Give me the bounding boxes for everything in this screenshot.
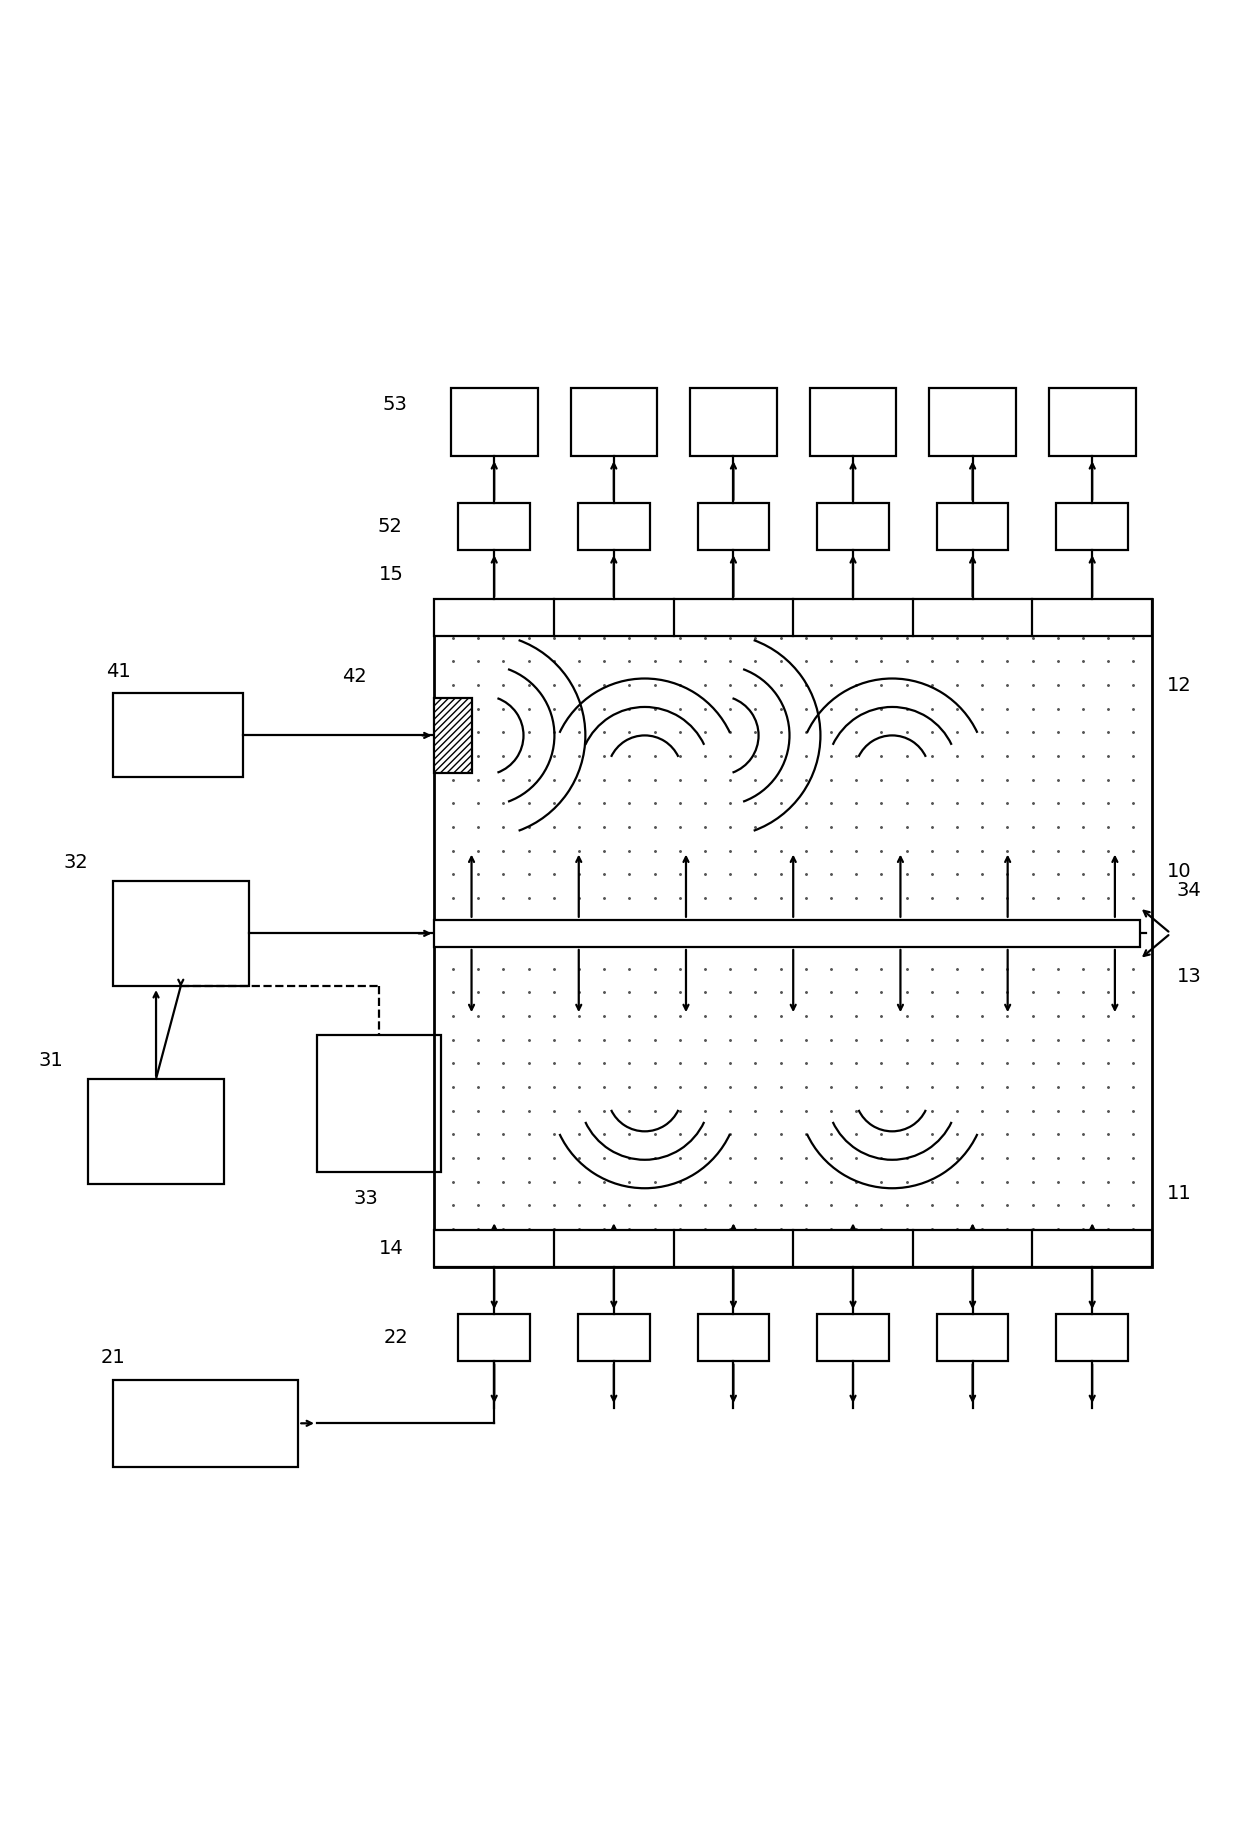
Bar: [578, 1315, 650, 1361]
Text: 15: 15: [378, 565, 403, 584]
Bar: [1056, 503, 1128, 549]
Text: 32: 32: [63, 853, 88, 871]
Bar: [451, 389, 537, 455]
Bar: [88, 1079, 224, 1184]
Bar: [317, 1035, 440, 1172]
Text: 12: 12: [1167, 676, 1192, 696]
Text: 22: 22: [384, 1328, 409, 1348]
Bar: [434, 1230, 1152, 1267]
Bar: [698, 1315, 769, 1361]
Bar: [459, 503, 529, 549]
Text: 21: 21: [100, 1348, 125, 1367]
Bar: [113, 880, 249, 985]
Bar: [1049, 389, 1136, 455]
Text: 42: 42: [342, 667, 366, 685]
Bar: [698, 503, 769, 549]
Bar: [691, 389, 776, 455]
Bar: [113, 693, 243, 777]
Bar: [459, 1315, 529, 1361]
Text: 14: 14: [378, 1240, 403, 1258]
Bar: [434, 919, 1140, 947]
Bar: [434, 698, 471, 772]
Bar: [817, 1315, 889, 1361]
Text: 41: 41: [107, 661, 131, 680]
Text: 52: 52: [378, 518, 403, 536]
Bar: [936, 1315, 1008, 1361]
Bar: [936, 503, 1008, 549]
Text: 33: 33: [353, 1190, 378, 1208]
Text: 31: 31: [38, 1050, 63, 1070]
Text: 34: 34: [1177, 880, 1202, 899]
Bar: [570, 389, 657, 455]
Text: 13: 13: [1177, 967, 1202, 985]
Text: 53: 53: [383, 396, 408, 414]
Bar: [810, 389, 897, 455]
Text: 11: 11: [1167, 1184, 1192, 1203]
Bar: [817, 503, 889, 549]
Bar: [434, 599, 1152, 1267]
Bar: [929, 389, 1016, 455]
Bar: [578, 503, 650, 549]
Bar: [113, 1380, 299, 1466]
Bar: [1056, 1315, 1128, 1361]
Text: 10: 10: [1167, 862, 1192, 880]
Bar: [434, 599, 1152, 637]
